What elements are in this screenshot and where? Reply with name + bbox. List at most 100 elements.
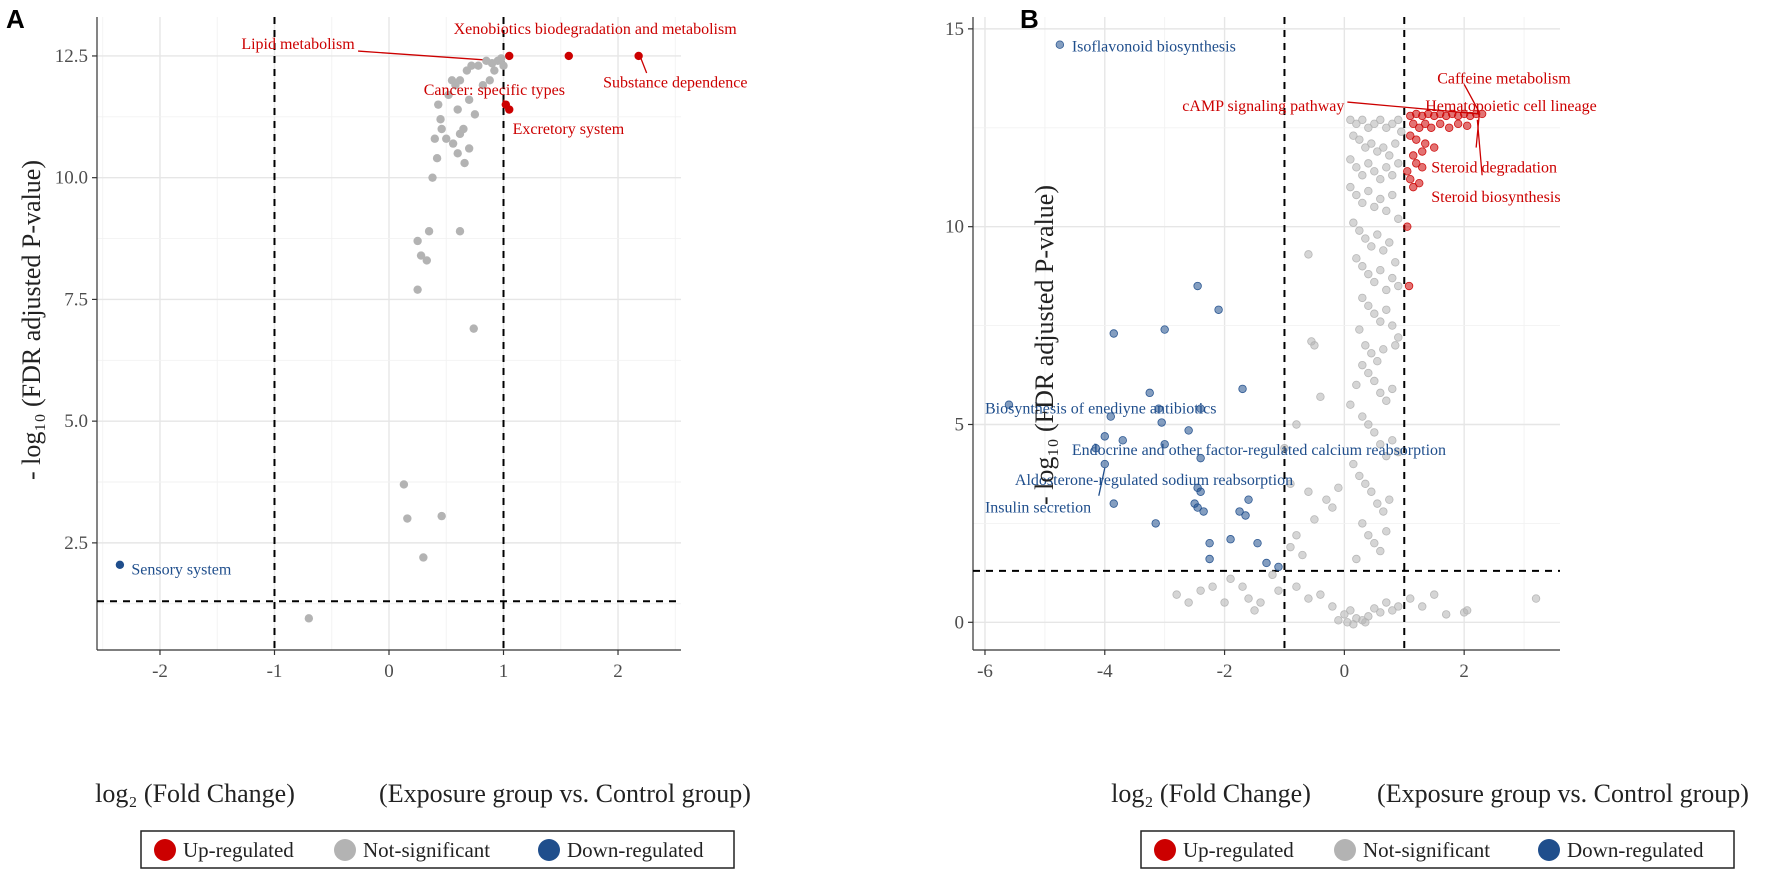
data-point-not-significant <box>432 154 442 163</box>
data-point-up-regulated <box>1406 175 1415 184</box>
data-point-up-regulated <box>1409 182 1418 192</box>
data-point-not-significant <box>1358 262 1367 271</box>
data-point-not-significant <box>1286 542 1295 552</box>
data-point-not-significant <box>1388 273 1397 283</box>
data-point-up-regulated <box>1436 119 1445 129</box>
data-point-not-significant <box>1376 266 1385 275</box>
y-tick-label: 0 <box>955 612 965 633</box>
point-label: Cancer: specific types <box>424 82 565 99</box>
point-label: Steroid degradation <box>1431 159 1557 176</box>
data-point-up-regulated <box>1409 151 1418 160</box>
legend-b-down-swatch <box>1538 839 1560 861</box>
data-point-not-significant <box>1346 182 1355 192</box>
panel-b-x-axis-title-right: (Exposure group vs. Control group) <box>1377 779 1749 808</box>
data-point-not-significant <box>460 158 469 168</box>
data-point-not-significant <box>1349 459 1358 469</box>
label-connector <box>1463 83 1480 113</box>
data-point-up-regulated <box>1418 163 1427 172</box>
x-tick-label: -6 <box>977 661 993 682</box>
data-point-not-significant <box>478 80 488 90</box>
data-point-not-significant <box>1376 194 1385 204</box>
data-point-not-significant <box>1441 610 1451 619</box>
legend-a-ns-swatch <box>334 839 356 861</box>
data-point-not-significant <box>1370 202 1379 212</box>
data-point-not-significant <box>1385 151 1394 160</box>
data-point-not-significant <box>1382 163 1391 172</box>
data-point-not-significant <box>1418 602 1427 611</box>
data-point-not-significant <box>1370 119 1379 129</box>
data-point-not-significant <box>434 100 443 109</box>
data-point-not-significant <box>1352 554 1361 564</box>
data-point-down-regulated <box>1244 495 1253 504</box>
label-connector <box>358 50 498 62</box>
data-point-not-significant <box>1364 531 1373 540</box>
data-point-not-significant <box>1226 574 1235 583</box>
label-connector <box>1476 119 1483 176</box>
data-point-up-regulated <box>564 51 573 61</box>
data-point-not-significant <box>1286 479 1295 489</box>
data-point-not-significant <box>1244 594 1253 603</box>
data-point-not-significant <box>1388 171 1397 180</box>
data-point-up-regulated <box>1462 121 1472 130</box>
data-point-down-regulated <box>1109 329 1118 338</box>
data-point-not-significant <box>1358 171 1367 180</box>
data-point-not-significant <box>1355 471 1364 481</box>
x-tick-label: -1 <box>267 661 283 682</box>
data-point-not-significant <box>455 227 465 236</box>
data-point-not-significant <box>1361 479 1370 489</box>
data-point-down-regulated <box>1160 440 1169 449</box>
data-point-down-regulated <box>1193 503 1202 512</box>
data-point-not-significant <box>1364 123 1373 132</box>
label-connector <box>1475 115 1480 148</box>
data-point-not-significant <box>1220 598 1229 607</box>
point-label: Endocrine and other factor-regulated cal… <box>1072 442 1446 459</box>
data-point-not-significant <box>1379 345 1388 354</box>
data-point-not-significant <box>304 614 314 623</box>
data-point-not-significant <box>1352 380 1361 390</box>
panel-b-x-axis-title-left: log₂ (Fold Change) <box>1111 779 1311 808</box>
data-point-up-regulated <box>1412 135 1421 144</box>
data-point-not-significant <box>1382 527 1391 536</box>
data-point-not-significant <box>469 324 478 333</box>
data-point-up-regulated <box>1403 167 1412 176</box>
panel-b-axes <box>972 17 1560 651</box>
data-point-not-significant <box>490 66 499 75</box>
data-point-not-significant <box>1385 238 1394 247</box>
data-point-not-significant <box>1184 598 1193 607</box>
data-point-not-significant <box>1208 582 1217 591</box>
data-point-not-significant <box>1382 598 1391 607</box>
y-tick-label: 5.0 <box>64 411 88 432</box>
data-point-not-significant <box>1364 368 1373 378</box>
data-point-not-significant <box>1292 582 1301 591</box>
data-point-not-significant <box>1358 115 1367 125</box>
data-point-up-regulated <box>1421 119 1430 129</box>
data-point-not-significant <box>1394 115 1403 125</box>
x-tick-label: 2 <box>613 661 623 682</box>
data-point-not-significant <box>1397 127 1406 136</box>
data-point-up-regulated <box>634 51 643 61</box>
data-point-not-significant <box>453 149 462 158</box>
data-point-down-regulated <box>1004 400 1014 409</box>
data-point-not-significant <box>1406 594 1415 603</box>
data-point-down-regulated <box>1199 507 1208 516</box>
x-tick-label: -2 <box>152 661 168 682</box>
legend-a-down-swatch <box>538 839 560 861</box>
data-point-up-regulated <box>1412 159 1421 168</box>
point-label: Sensory system <box>131 562 232 579</box>
data-point-down-regulated <box>1091 444 1100 453</box>
data-point-down-regulated <box>1118 436 1127 445</box>
data-point-not-significant <box>1352 190 1361 200</box>
data-point-down-regulated <box>1214 305 1223 314</box>
data-point-not-significant <box>422 256 431 265</box>
point-label: cAMP signaling pathway <box>1182 98 1344 115</box>
data-point-not-significant <box>1388 606 1397 615</box>
data-point-up-regulated <box>505 105 514 114</box>
data-point-not-significant <box>455 129 465 139</box>
label-connector <box>640 58 648 74</box>
data-point-down-regulated <box>115 560 125 569</box>
panel-a-y-axis-title: - log₁₀ (FDR adjusted P-value) <box>17 160 46 480</box>
data-point-not-significant <box>1334 616 1343 625</box>
data-point-not-significant <box>1382 206 1391 216</box>
data-point-not-significant <box>1238 582 1247 591</box>
